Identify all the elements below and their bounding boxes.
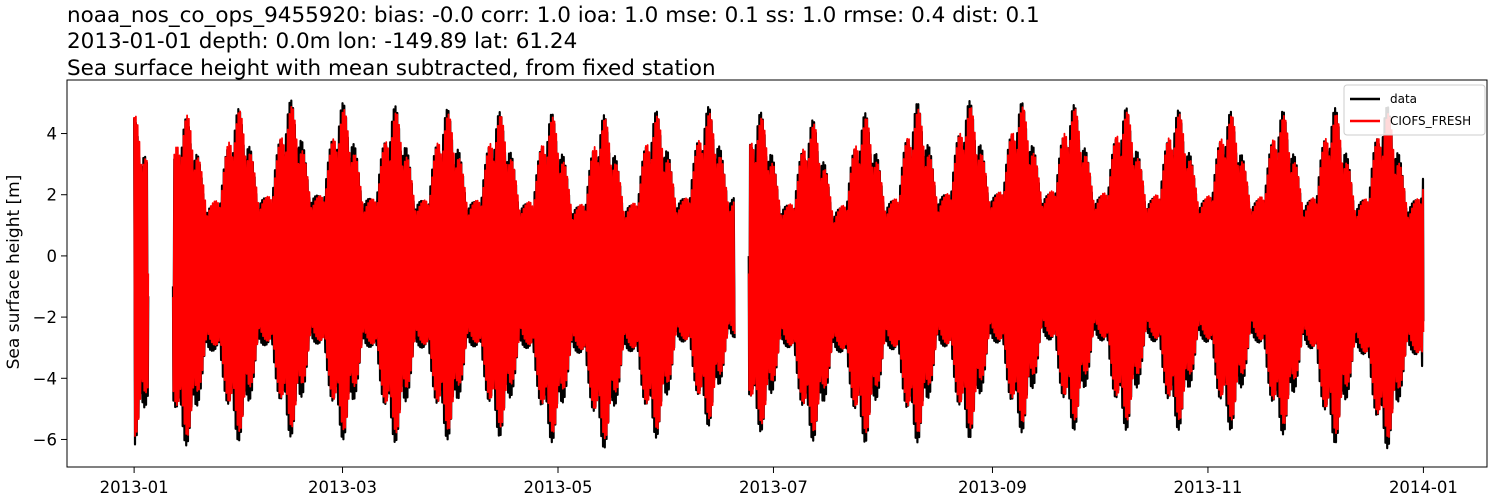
legend-label-data: data — [1390, 92, 1417, 106]
x-tick-label: 2013-01 — [100, 478, 169, 497]
y-tick-label: 0 — [47, 247, 58, 266]
x-tick-label: 2013-07 — [739, 478, 808, 497]
y-axis-label: Sea surface height [m] — [4, 175, 24, 370]
chart-title: noaa_nos_co_ops_9455920: bias: -0.0 corr… — [67, 3, 1040, 81]
chart-title-line-1: noaa_nos_co_ops_9455920: bias: -0.0 corr… — [67, 3, 1040, 28]
series-ciofs-fresh-segment-0 — [133, 115, 150, 437]
plot-area — [133, 99, 1425, 450]
axes: −6 −4 −2 0 2 4 2013-01 2013-03 2013-05 2013-07 201… — [33, 79, 1488, 497]
chart-title-line-2: 2013-01-01 depth: 0.0m lon: -149.89 lat:… — [67, 29, 577, 54]
x-tick-label: 2013-03 — [308, 478, 377, 497]
legend-box — [1343, 84, 1486, 136]
series-ciofs-fresh-segment-1 — [172, 106, 736, 440]
plot-frame — [66, 79, 1488, 468]
x-tick-label: 2013-11 — [1173, 478, 1242, 497]
y-tick-label: −4 — [33, 369, 57, 388]
y-tick-label: −2 — [33, 308, 57, 327]
legend: data CIOFS_FRESH — [1343, 84, 1486, 136]
x-tick-label: 2013-05 — [524, 478, 593, 497]
x-tick-label: 2014-01 — [1389, 478, 1458, 497]
chart-title-line-3: Sea surface height with mean subtracted,… — [67, 56, 716, 81]
legend-label-ciofs-fresh: CIOFS_FRESH — [1390, 114, 1471, 128]
y-tick-label: 2 — [47, 186, 58, 205]
y-tick-label: −6 — [33, 430, 57, 449]
series-ciofs-fresh-segment-2 — [747, 106, 1425, 438]
y-tick-label: 4 — [47, 125, 58, 144]
x-tick-label: 2013-09 — [958, 478, 1027, 497]
